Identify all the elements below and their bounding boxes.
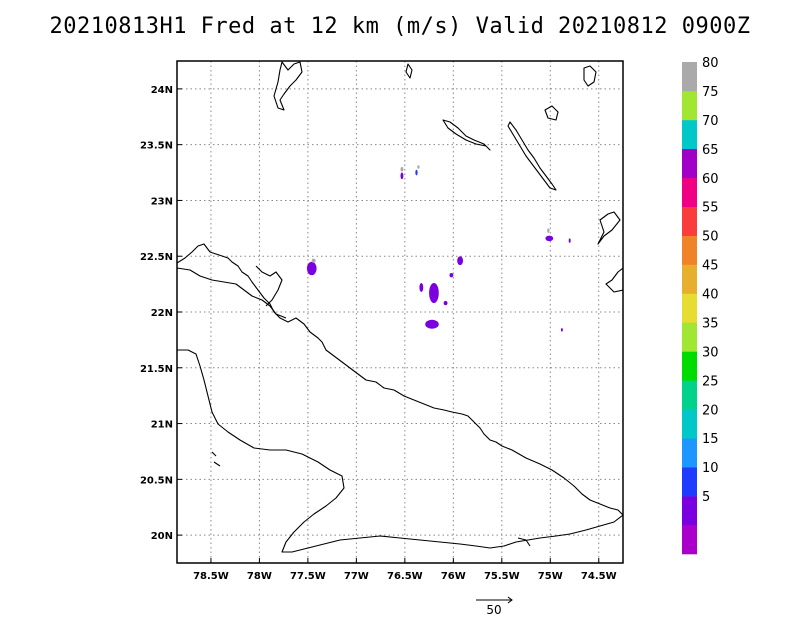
colorbar-label: 60 bbox=[702, 172, 719, 187]
wind-speed-patch bbox=[545, 235, 554, 242]
cuba-coastline bbox=[177, 243, 623, 553]
colorbar-swatch bbox=[682, 409, 697, 439]
wind-speed-patch bbox=[568, 238, 571, 243]
longitude-axis: 78.5W 78W 77.5W 77W 76.5W 76W 75.5W 75W 74.5W bbox=[193, 558, 617, 582]
isla-juventud-coastline bbox=[177, 267, 287, 319]
y-tick-label: 22.5N bbox=[140, 252, 173, 263]
wind-speed-patch bbox=[400, 166, 404, 172]
colorbar-label: 25 bbox=[702, 374, 719, 389]
colorbar-label: 70 bbox=[702, 114, 719, 129]
colorbar-swatch bbox=[682, 322, 697, 352]
colorbar-swatch bbox=[682, 177, 697, 208]
colorbar-swatch bbox=[682, 525, 697, 555]
colorbar-swatch bbox=[682, 235, 697, 265]
exuma-coastline bbox=[442, 119, 491, 151]
colorbar-swatch bbox=[682, 438, 697, 468]
cat-island-coastline bbox=[544, 105, 559, 121]
colorbar-swatch bbox=[682, 206, 697, 236]
y-tick-label: 23N bbox=[151, 196, 173, 207]
y-tick-label: 24N bbox=[151, 85, 173, 96]
y-tick-label: 21N bbox=[151, 420, 173, 431]
x-tick-label: 75.5W bbox=[484, 571, 520, 582]
colorbar-swatch bbox=[682, 119, 697, 150]
wind-speed-patch bbox=[415, 169, 418, 176]
x-tick-label: 78.5W bbox=[193, 571, 229, 582]
map-title: 20210813H1 Fred at 12 km (m/s) Valid 202… bbox=[49, 14, 751, 39]
crooked-island-coastline bbox=[597, 211, 621, 245]
andros-coastline bbox=[273, 61, 303, 111]
colorbar-swatch bbox=[682, 351, 697, 381]
wind-speed-patches bbox=[306, 165, 571, 332]
colorbar-swatch bbox=[682, 467, 697, 497]
wind-speed-patch bbox=[457, 256, 464, 266]
y-tick-label: 21.5N bbox=[140, 364, 173, 375]
wind-speed-patch bbox=[417, 165, 420, 169]
wind-speed-patch bbox=[560, 328, 563, 332]
colorbar-swatch bbox=[682, 293, 697, 323]
wind-speed-patch bbox=[449, 272, 454, 278]
coastlines bbox=[177, 61, 623, 553]
x-tick-label: 75W bbox=[538, 571, 563, 582]
colorbar-label: 15 bbox=[702, 432, 719, 447]
colorbar-label: 35 bbox=[702, 316, 719, 331]
colorbar-swatch bbox=[682, 62, 697, 92]
colorbar-swatch bbox=[682, 148, 697, 179]
x-tick-label: 76W bbox=[441, 571, 466, 582]
colorbar-label: 10 bbox=[702, 461, 719, 476]
map-gridlines bbox=[177, 61, 623, 563]
colorbar-label: 20 bbox=[702, 403, 719, 418]
wind-speed-patch bbox=[547, 228, 550, 233]
south-key-coastline bbox=[211, 451, 531, 547]
san-salvador-coastline bbox=[583, 65, 597, 87]
wind-speed-patch bbox=[419, 282, 424, 292]
wind-speed-patch bbox=[400, 172, 404, 180]
cayo-small-coastline bbox=[405, 63, 413, 79]
colorbar-label: 75 bbox=[702, 85, 719, 100]
wind-speed-patch bbox=[429, 282, 439, 304]
colorbar-label: 45 bbox=[702, 259, 719, 274]
x-tick-label: 78W bbox=[247, 571, 272, 582]
reference-vector: 50 bbox=[476, 596, 513, 617]
reference-vector-label: 50 bbox=[486, 603, 501, 617]
colorbar-label: 50 bbox=[702, 230, 719, 245]
colorbar-label: 55 bbox=[702, 201, 719, 216]
long-island-coastline bbox=[507, 121, 557, 191]
colorbar-swatch bbox=[682, 90, 697, 121]
y-tick-label: 20N bbox=[151, 531, 173, 542]
colorbar-swatch bbox=[682, 380, 697, 410]
y-tick-label: 22N bbox=[151, 308, 173, 319]
x-tick-label: 77.5W bbox=[290, 571, 326, 582]
x-tick-label: 74.5W bbox=[581, 571, 617, 582]
wind-speed-patch bbox=[311, 258, 316, 263]
colorbar-swatch bbox=[682, 264, 697, 294]
wind-speed-patch bbox=[306, 261, 317, 276]
x-tick-label: 76.5W bbox=[387, 571, 423, 582]
colorbar-label: 40 bbox=[702, 288, 719, 303]
colorbar-label: 5 bbox=[702, 490, 710, 505]
latitude-axis: 24N 23.5N 23N 22.5N 22N 21.5N 21N 20.5N 20N bbox=[140, 85, 182, 542]
wind-speed-patch bbox=[443, 300, 448, 306]
colorbar-swatch bbox=[682, 496, 697, 526]
cayo-coastline-north bbox=[255, 265, 283, 307]
colorbar-label: 30 bbox=[702, 345, 719, 360]
colorbar-label: 65 bbox=[702, 143, 719, 158]
x-tick-label: 77W bbox=[344, 571, 369, 582]
y-tick-label: 23.5N bbox=[140, 141, 173, 152]
y-tick-label: 20.5N bbox=[140, 475, 173, 486]
colorbar-label: 80 bbox=[702, 56, 719, 71]
inagua-coastline bbox=[605, 267, 623, 293]
wind-speed-patch bbox=[425, 319, 439, 329]
colorbar: 5 10 15 20 25 30 35 40 45 50 55 60 65 70 75 80 bbox=[682, 56, 719, 555]
